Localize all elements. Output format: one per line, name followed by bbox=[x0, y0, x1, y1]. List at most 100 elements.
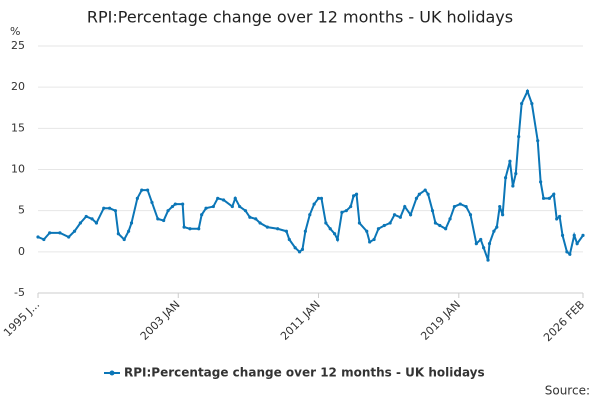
y-tick-label: 10 bbox=[11, 163, 25, 176]
point bbox=[581, 233, 585, 237]
point bbox=[530, 102, 534, 106]
point bbox=[312, 202, 316, 206]
point bbox=[541, 196, 546, 200]
point bbox=[72, 229, 77, 233]
y-tick-label: 0 bbox=[18, 245, 25, 258]
point bbox=[555, 217, 559, 221]
point bbox=[536, 139, 540, 143]
point bbox=[354, 192, 359, 196]
point bbox=[423, 188, 427, 192]
point bbox=[349, 204, 353, 209]
point bbox=[501, 213, 505, 217]
point bbox=[487, 242, 492, 246]
point bbox=[498, 204, 502, 209]
y-tick-label: 5 bbox=[18, 204, 25, 217]
point bbox=[479, 237, 483, 242]
point bbox=[230, 204, 234, 209]
point bbox=[444, 227, 448, 231]
y-tick-label: 20 bbox=[11, 80, 25, 93]
point bbox=[211, 204, 215, 209]
point bbox=[58, 231, 62, 235]
point bbox=[474, 242, 478, 246]
x-tick-label: 2011 JAN bbox=[278, 298, 323, 343]
point bbox=[438, 223, 442, 228]
point bbox=[238, 204, 242, 209]
x-tick-label: 1995 J... bbox=[1, 298, 42, 339]
point bbox=[284, 229, 288, 233]
point bbox=[357, 221, 362, 225]
point bbox=[319, 196, 324, 200]
point bbox=[90, 217, 94, 221]
point bbox=[398, 215, 402, 219]
point bbox=[145, 188, 150, 192]
point bbox=[560, 233, 565, 237]
point bbox=[517, 134, 521, 139]
point bbox=[344, 209, 348, 213]
point bbox=[408, 213, 413, 217]
y-tick-label: 15 bbox=[11, 121, 25, 134]
point bbox=[539, 180, 543, 184]
point bbox=[458, 202, 462, 206]
point bbox=[503, 176, 508, 180]
point bbox=[173, 202, 177, 206]
point bbox=[368, 240, 372, 244]
point bbox=[430, 209, 435, 213]
point bbox=[297, 250, 302, 254]
point bbox=[197, 227, 201, 231]
point bbox=[482, 246, 486, 250]
source: Source: bbox=[545, 384, 590, 398]
point bbox=[572, 233, 576, 237]
point bbox=[42, 237, 46, 242]
point bbox=[122, 237, 126, 242]
point bbox=[166, 209, 170, 213]
x-tick-label: 2019 JAN bbox=[418, 298, 463, 343]
point bbox=[565, 250, 569, 254]
point bbox=[140, 188, 144, 192]
x-tick-label: 2003 JAN bbox=[138, 298, 183, 343]
point bbox=[188, 227, 192, 231]
series-line bbox=[37, 88, 584, 261]
y-axis-label: % bbox=[10, 25, 20, 38]
point bbox=[113, 209, 118, 213]
point bbox=[558, 214, 562, 219]
point bbox=[372, 237, 376, 242]
point bbox=[216, 196, 220, 200]
point bbox=[525, 89, 530, 93]
point bbox=[328, 227, 332, 231]
point bbox=[78, 221, 82, 225]
point bbox=[382, 223, 386, 228]
point bbox=[287, 237, 291, 242]
point bbox=[508, 159, 512, 163]
point bbox=[308, 213, 312, 217]
point bbox=[365, 229, 369, 233]
point bbox=[511, 184, 515, 188]
point bbox=[293, 246, 297, 250]
point bbox=[300, 247, 305, 251]
point bbox=[340, 210, 344, 214]
point bbox=[129, 221, 134, 225]
point bbox=[388, 221, 392, 225]
point bbox=[116, 232, 120, 236]
point bbox=[403, 204, 407, 209]
point bbox=[568, 252, 572, 256]
point bbox=[107, 206, 112, 210]
point bbox=[486, 258, 490, 262]
point bbox=[181, 202, 185, 206]
y-tick-label: 25 bbox=[11, 39, 25, 52]
point bbox=[552, 192, 556, 196]
point bbox=[414, 196, 419, 200]
point bbox=[464, 204, 468, 209]
point bbox=[376, 227, 381, 231]
point bbox=[204, 206, 208, 210]
point bbox=[94, 221, 99, 225]
point bbox=[392, 213, 397, 217]
point bbox=[495, 225, 499, 229]
point bbox=[426, 192, 430, 196]
point bbox=[514, 172, 518, 176]
point bbox=[433, 221, 438, 225]
point bbox=[492, 229, 496, 233]
point bbox=[182, 225, 186, 229]
point bbox=[333, 232, 337, 236]
point bbox=[303, 229, 307, 233]
